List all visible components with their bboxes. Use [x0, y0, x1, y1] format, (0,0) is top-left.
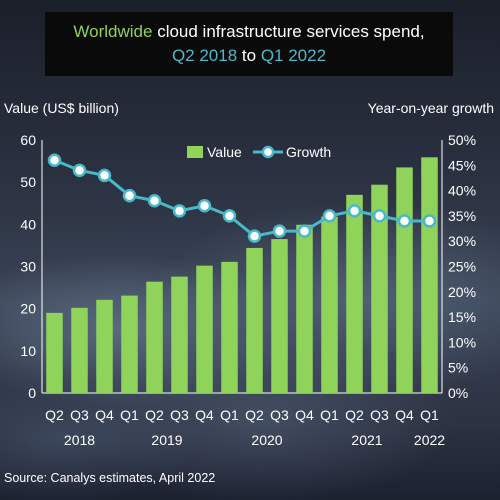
growth-point [47, 153, 62, 167]
growth-point [422, 214, 437, 228]
growth-point [347, 204, 362, 218]
x-tick-label: Q1 [220, 407, 239, 423]
value-bar [146, 281, 163, 393]
x-tick-label: Q2 [345, 407, 364, 423]
growth-point [122, 188, 137, 203]
x-tick-label: Q3 [370, 407, 389, 423]
title-to: to [241, 46, 257, 65]
title-rest: cloud infrastructure services spend, [157, 22, 425, 41]
y-left-tick-label: 50 [20, 174, 36, 190]
value-bar [96, 299, 113, 393]
value-bar [421, 157, 438, 393]
y-left-tick-label: 0 [28, 385, 36, 401]
growth-line [53, 158, 430, 238]
x-year-label: 2018 [64, 432, 95, 448]
x-tick-label: Q2 [45, 407, 64, 423]
growth-point [322, 209, 337, 223]
value-bar [371, 184, 388, 393]
title-end-date: Q1 2022 [260, 46, 327, 65]
value-bar [196, 265, 213, 393]
value-bar [271, 239, 288, 393]
value-bar [346, 194, 363, 393]
growth-point [247, 229, 262, 243]
y-right-tick-label: 35% [448, 208, 476, 224]
x-tick-label: Q3 [270, 407, 289, 423]
title-highlight: Worldwide [73, 22, 153, 41]
y-left-tick-label: 40 [20, 216, 36, 232]
y-right-tick-label: 5% [448, 360, 468, 376]
y-axis-left-label: Value (US$ billion) [4, 100, 119, 116]
y-right-tick-label: 30% [448, 233, 476, 249]
y-right-tick-label: 25% [448, 259, 476, 275]
y-right-tick-label: 45% [448, 157, 476, 173]
value-bar [71, 307, 88, 393]
y-right-tick-label: 40% [448, 183, 476, 199]
value-bar [296, 224, 313, 393]
value-bar [46, 312, 63, 393]
growth-point [147, 193, 162, 208]
x-tick-label: Q1 [420, 407, 439, 423]
x-tick-label: Q3 [70, 407, 89, 423]
x-tick-label: Q3 [170, 407, 189, 423]
legend-label-growth: Growth [286, 144, 331, 160]
y-left-tick-label: 10 [20, 343, 36, 359]
chart-title-line-1: Worldwide cloud infrastructure services … [73, 20, 424, 44]
x-tick-label: Q4 [95, 407, 114, 423]
growth-point [97, 168, 112, 183]
y-left-tick-label: 20 [20, 301, 36, 317]
growth-point [397, 214, 412, 228]
chart-title-line-2: Q2 2018 to Q1 2022 [172, 44, 326, 68]
growth-point [272, 224, 287, 238]
y-left-tick-label: 30 [20, 259, 36, 275]
x-tick-label: Q2 [245, 407, 264, 423]
y-right-tick-label: 15% [448, 309, 476, 325]
legend-swatch-value [187, 146, 203, 158]
value-bar [396, 167, 413, 393]
x-year-label: 2019 [151, 432, 182, 448]
y-right-tick-label: 50% [448, 132, 476, 148]
growth-point [72, 163, 87, 178]
growth-point [197, 199, 212, 213]
y-right-tick-label: 0% [448, 385, 468, 401]
growth-point [222, 209, 237, 223]
x-year-label: 2022 [414, 432, 445, 448]
y-right-tick-label: 20% [448, 284, 476, 300]
growth-point [297, 224, 312, 238]
legend-swatch-growth-marker [261, 145, 275, 159]
x-tick-label: Q1 [120, 407, 139, 423]
y-axis-right-label: Year-on-year growth [367, 100, 494, 116]
y-right-tick-label: 10% [448, 334, 476, 350]
chart-title-box: Worldwide cloud infrastructure services … [45, 12, 453, 76]
value-bar [121, 295, 138, 393]
growth-point [372, 209, 387, 223]
y-left-tick-label: 60 [20, 132, 36, 148]
growth-point [172, 204, 187, 218]
title-start-date: Q2 2018 [171, 46, 238, 65]
value-bar [171, 276, 188, 393]
legend-label-value: Value [207, 144, 242, 160]
source-note: Source: Canalys estimates, April 2022 [4, 471, 216, 485]
x-year-label: 2021 [351, 432, 382, 448]
x-tick-label: Q1 [320, 407, 339, 423]
x-tick-label: Q4 [295, 407, 314, 423]
x-tick-label: Q4 [195, 407, 214, 423]
value-bar [246, 247, 263, 393]
value-bar [221, 261, 238, 393]
value-bar [321, 216, 338, 393]
x-tick-label: Q2 [145, 407, 164, 423]
x-year-label: 2020 [251, 432, 282, 448]
x-tick-label: Q4 [395, 407, 414, 423]
